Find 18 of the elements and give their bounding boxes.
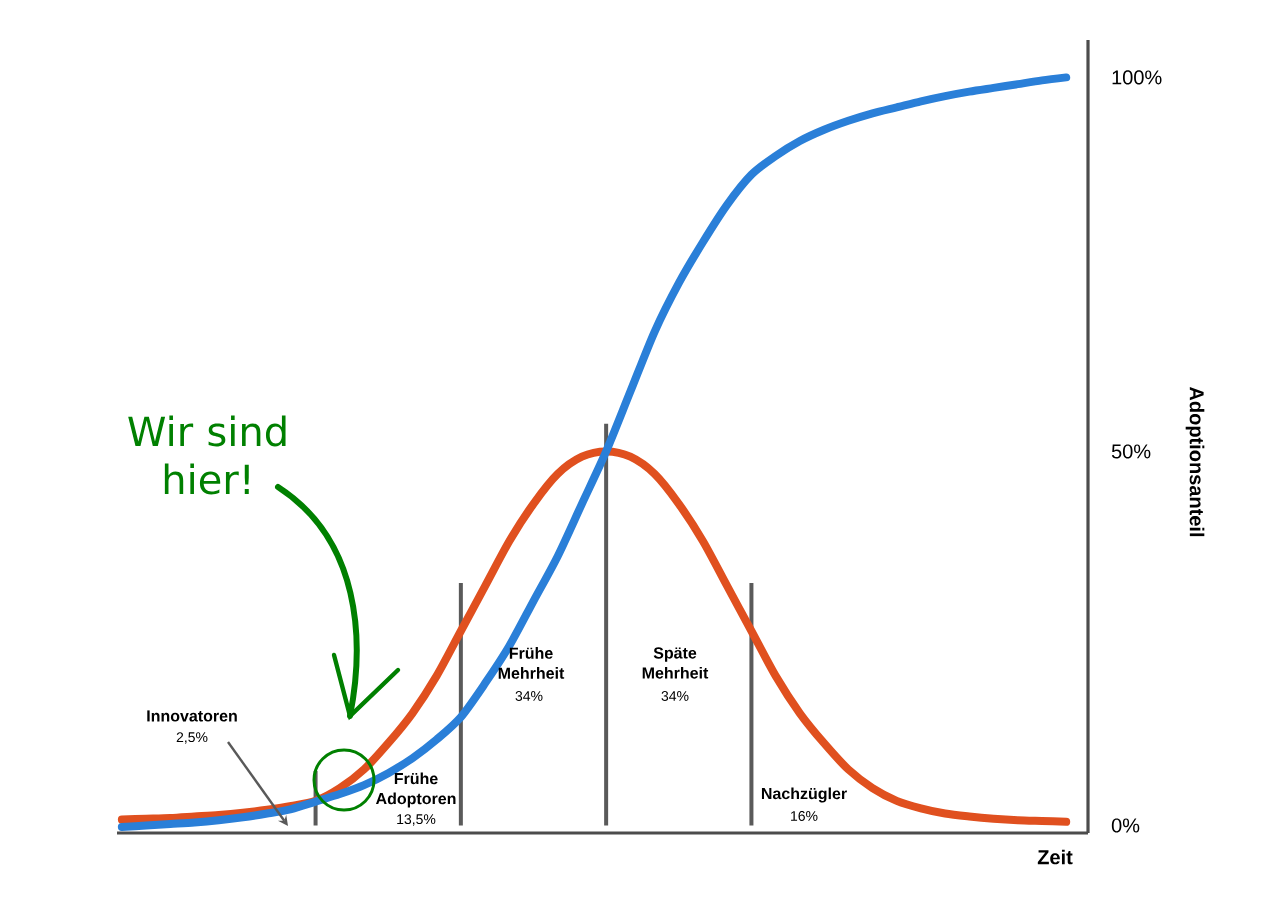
annotation: Frühe Adoptoren xyxy=(375,772,456,808)
y-tick-label: 100% xyxy=(1112,70,1162,85)
annotation: Frühe Mehrheit xyxy=(498,647,565,679)
annotation: 2,5% xyxy=(176,732,208,744)
annotation: 34% xyxy=(661,691,689,701)
y-tick-label: 0% xyxy=(1111,818,1140,833)
annotation: 13,5% xyxy=(397,814,436,826)
annotation: 16% xyxy=(791,811,818,821)
y-axis-title: Adoptionsanteil xyxy=(1185,386,1205,537)
bar xyxy=(749,583,754,826)
annotation: Wir sind hier! xyxy=(128,415,286,495)
annotation: Innovatoren xyxy=(147,710,237,722)
annotation: Nachzügler xyxy=(761,787,847,803)
bar xyxy=(604,423,609,826)
annotation: Späte Mehrheit xyxy=(642,647,709,679)
x-axis-title: Zeit xyxy=(1037,849,1073,865)
y-tick-label: 50% xyxy=(1111,444,1151,459)
annotation: 34% xyxy=(515,691,543,701)
